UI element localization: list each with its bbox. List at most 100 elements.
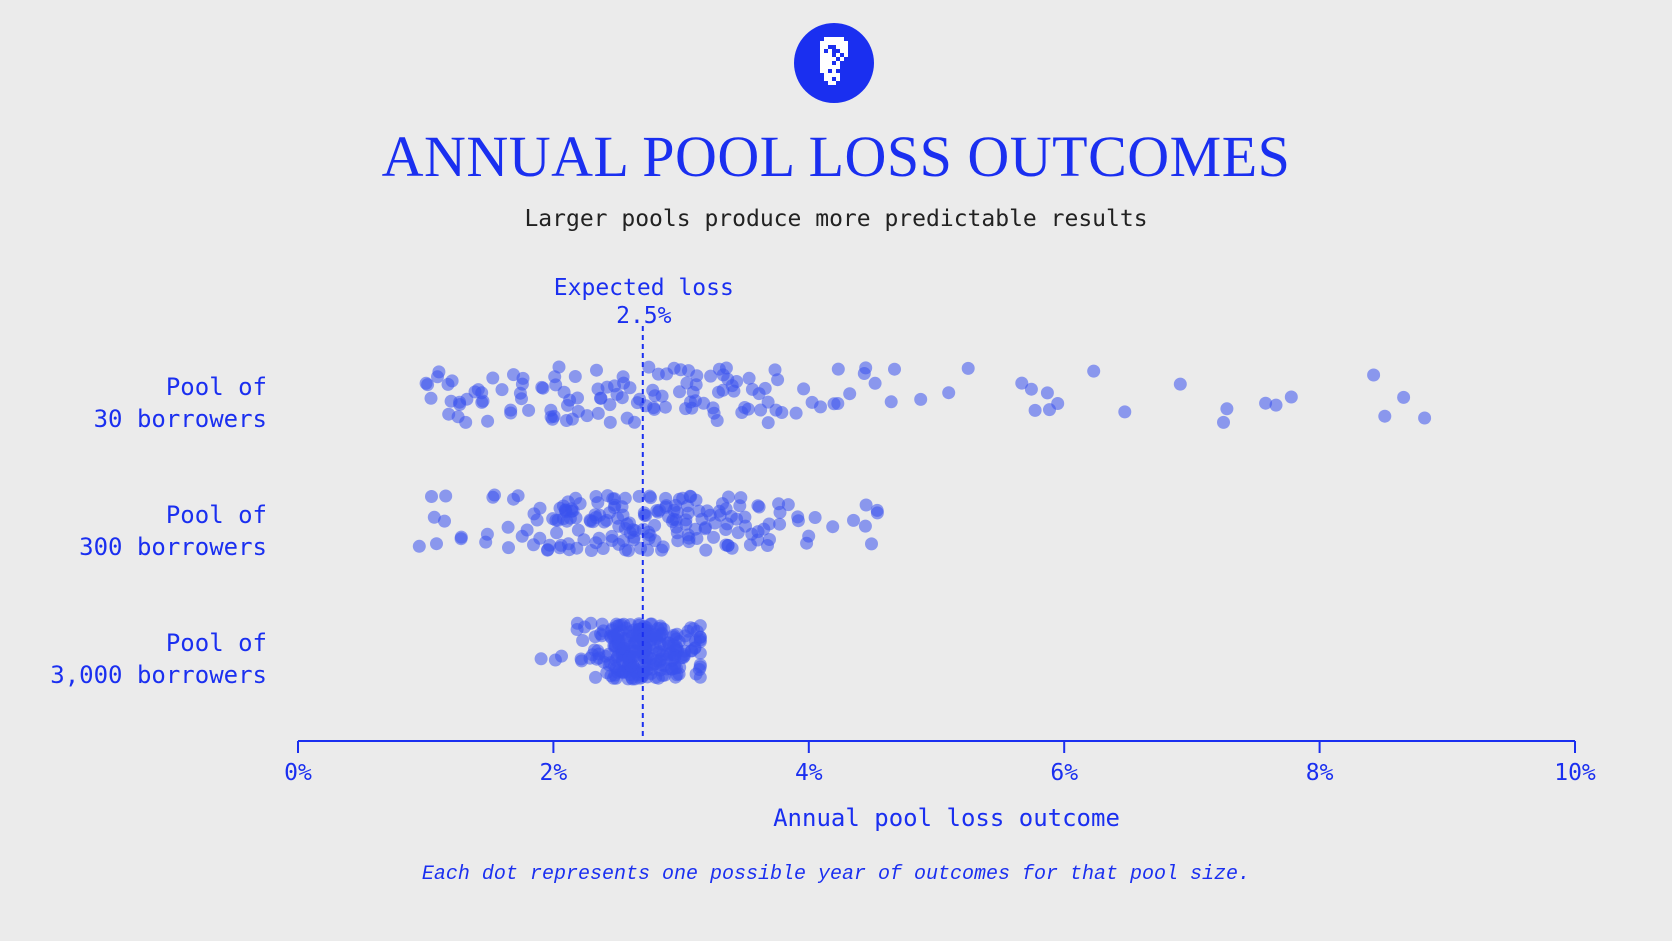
data-point [552, 360, 566, 374]
data-point [591, 406, 605, 420]
chart-subtitle: Larger pools produce more predictable re… [524, 206, 1148, 232]
data-point [712, 385, 725, 399]
data-point [775, 406, 789, 419]
data-point [596, 542, 610, 555]
data-point [1028, 403, 1042, 417]
data-point [831, 362, 845, 376]
data-point [515, 529, 529, 543]
data-point [536, 381, 550, 395]
row-label-0: Pool of 30 borrowers [94, 373, 267, 433]
data-point [1024, 382, 1038, 396]
data-point [568, 370, 582, 383]
data-point [561, 398, 574, 412]
data-point [857, 367, 871, 380]
data-point [679, 513, 693, 527]
data-point [1118, 405, 1132, 419]
data-point [847, 513, 860, 527]
data-point [548, 370, 562, 384]
data-point [781, 498, 795, 512]
data-point [575, 654, 589, 668]
data-point [459, 415, 473, 429]
data-point [445, 374, 459, 388]
data-point [495, 383, 509, 397]
data-point [1220, 402, 1234, 416]
data-point [431, 370, 444, 384]
data-point [643, 528, 657, 542]
data-point [589, 670, 602, 684]
data-point [454, 532, 468, 546]
data-point [667, 512, 680, 526]
data-point [438, 514, 451, 528]
data-point [961, 361, 975, 375]
data-point [481, 414, 495, 428]
data-point [761, 395, 775, 409]
data-point [530, 513, 544, 527]
data-point [858, 519, 872, 533]
data-point [1397, 390, 1411, 404]
data-point [914, 392, 928, 406]
data-point [704, 369, 718, 383]
data-point [570, 623, 584, 636]
data-point [649, 630, 663, 643]
data-point [688, 641, 702, 655]
data-point [546, 412, 559, 426]
data-point [642, 360, 656, 374]
row-label-1: Pool of 300 borrowers [79, 501, 267, 561]
data-point [689, 667, 703, 681]
data-point [649, 670, 663, 684]
data-point [751, 533, 765, 547]
data-point [557, 385, 571, 399]
data-point [1040, 386, 1054, 400]
data-point [650, 504, 664, 518]
data-point [548, 653, 562, 667]
data-point [633, 392, 647, 406]
data-point [486, 490, 500, 504]
data-point [859, 498, 873, 512]
data-point [677, 649, 691, 663]
data-point [592, 531, 606, 545]
data-point [1418, 411, 1432, 425]
pixel-face-icon [820, 37, 848, 85]
row-label-line1: Pool of [166, 501, 267, 529]
data-point [1217, 415, 1230, 429]
data-point [651, 367, 665, 381]
data-point [648, 518, 662, 532]
footnote: Each dot represents one possible year of… [421, 863, 1251, 886]
expected-loss-label: Expected loss [554, 275, 734, 301]
data-point [597, 655, 611, 669]
data-point [641, 543, 654, 557]
data-point [580, 409, 594, 423]
data-point [672, 492, 686, 506]
data-point [1015, 376, 1029, 390]
data-point [843, 387, 857, 401]
data-point [556, 512, 570, 526]
data-point [716, 497, 729, 511]
data-point [576, 634, 590, 647]
data-point [659, 652, 673, 666]
data-point [673, 385, 686, 399]
data-point [421, 378, 435, 392]
data-point [637, 506, 651, 520]
data-point [565, 412, 579, 426]
data-point [738, 401, 752, 414]
data-point [541, 543, 554, 557]
data-point [689, 378, 703, 392]
data-point [480, 527, 494, 541]
data-point [611, 511, 625, 525]
data-point [771, 373, 785, 387]
data-point [699, 521, 712, 534]
row-label-line2: 3,000 borrowers [50, 661, 267, 689]
data-point [468, 385, 482, 399]
data-point [588, 630, 602, 644]
data-point [586, 515, 600, 529]
data-point [826, 520, 840, 534]
data-point [439, 489, 453, 503]
data-point [773, 505, 787, 519]
data-point [424, 391, 438, 405]
data-point [684, 395, 697, 409]
x-tick-label: 2% [540, 760, 568, 786]
data-point [600, 380, 614, 394]
data-point [791, 510, 805, 524]
data-point [681, 528, 695, 542]
